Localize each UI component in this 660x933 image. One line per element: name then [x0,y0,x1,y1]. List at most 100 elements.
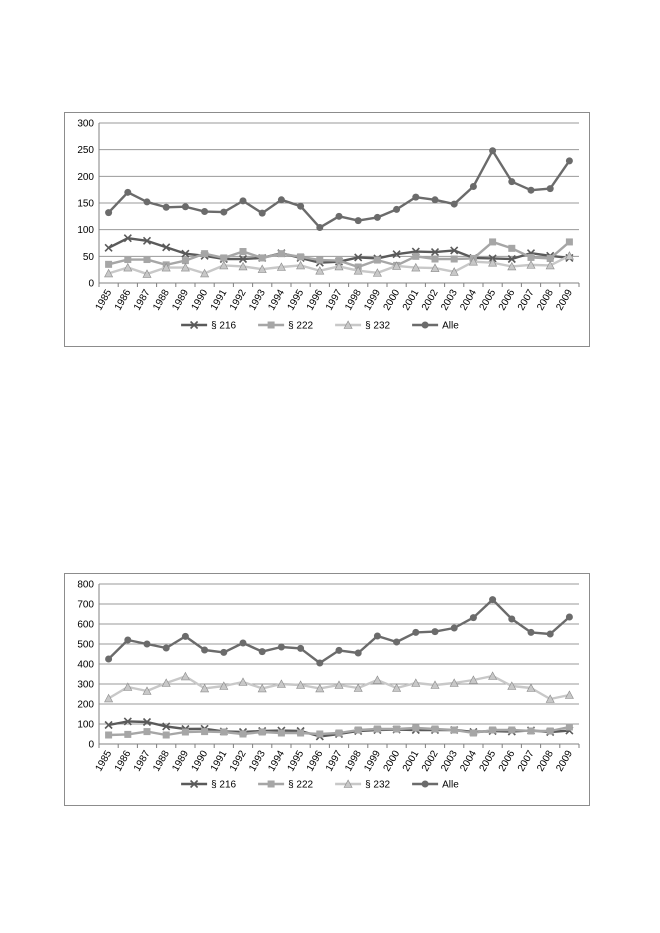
data-point [335,646,343,654]
data-point [104,268,114,278]
data-point [258,209,266,217]
data-point [201,728,209,736]
legend-label: § 222 [288,321,313,332]
data-point [239,248,247,256]
data-point [238,677,248,686]
data-point [546,254,554,262]
legend-item: § 232 [335,320,391,332]
data-point [142,236,152,245]
data-point [412,193,420,201]
data-point [545,260,555,270]
data-point [143,256,151,264]
data-point [123,262,133,272]
data-point [489,726,497,734]
y-tick-label: 300 [77,119,94,130]
x-tick-label: 2002 [420,287,441,312]
x-tick-label: 1997 [324,287,345,312]
x-tick-label: 1989 [170,287,191,312]
y-tick-label: 400 [77,660,94,671]
data-point [258,648,266,656]
data-point [276,262,286,271]
data-point [373,213,381,221]
data-point [431,196,439,204]
data-point [277,196,285,204]
data-point [373,725,381,733]
data-point [181,632,189,640]
data-point [142,717,152,727]
x-tick-label: 1993 [247,287,268,312]
x-tick-label: 1991 [209,748,230,773]
data-point [123,682,133,691]
data-point [258,728,266,736]
data-point [104,243,113,252]
data-point [527,253,535,261]
data-point [450,246,459,255]
data-point [412,724,420,732]
data-point [489,596,497,604]
data-point [353,683,363,692]
x-tick-label: 1986 [113,287,134,312]
data-point [124,636,132,644]
data-point [546,630,554,638]
data-point [180,262,190,272]
y-tick-label: 250 [77,145,94,156]
data-point [372,268,382,277]
data-point [507,261,517,271]
data-point [297,729,305,737]
x-tick-label: 1987 [132,748,153,773]
x-tick-label: 1990 [190,748,211,773]
data-point [181,728,189,736]
legend-item: Alle [412,780,459,791]
x-tick-label: 1994 [266,287,287,312]
data-point [469,182,477,190]
x-tick-label: 1986 [113,748,134,773]
x-tick-label: 1991 [209,287,230,312]
x-tick-label: 2006 [497,287,518,312]
data-point [546,727,554,735]
data-point [180,671,190,681]
data-point [431,255,439,263]
legend-marker [343,779,353,788]
data-point [334,680,344,689]
x-tick-label: 2005 [478,748,499,773]
data-point [123,717,132,726]
data-point [468,675,478,684]
data-point [373,256,381,264]
x-tick-label: 2009 [554,287,575,312]
data-point [430,680,440,689]
series-2 [104,671,574,703]
x-tick-label: 2009 [554,748,575,773]
x-tick-label: 1985 [94,287,115,312]
data-point [142,269,152,278]
data-point [392,261,402,270]
data-point [200,268,210,278]
data-point [220,254,228,262]
y-tick-label: 200 [77,172,94,183]
x-tick-label: 2007 [516,748,537,773]
data-point [565,238,573,246]
line-chart-1: 0 50 100 150 200 250 300 1985 1986 1987 1988 1989 19… [64,112,590,347]
data-point [142,686,152,695]
data-point [508,244,516,252]
x-tick-label: 2008 [535,287,556,312]
data-point [143,640,151,648]
data-point [450,624,458,632]
data-point [450,726,458,734]
data-point [161,262,171,272]
data-point [220,648,228,656]
y-tick-label: 100 [77,225,94,236]
data-point [201,646,209,654]
data-point [143,728,151,736]
x-tick-label: 1994 [266,748,287,773]
x-tick-label: 1997 [324,748,345,773]
x-tick-label: 1996 [305,748,326,773]
data-point [316,730,324,738]
legend-label: § 216 [211,780,236,791]
data-point [450,200,458,208]
data-point [297,253,305,261]
x-tick-label: 1999 [362,287,383,312]
legend: § 216 § 222 § 232 Alle [181,320,459,332]
data-point [412,628,420,636]
data-point [124,730,132,738]
legend-marker [421,780,429,788]
